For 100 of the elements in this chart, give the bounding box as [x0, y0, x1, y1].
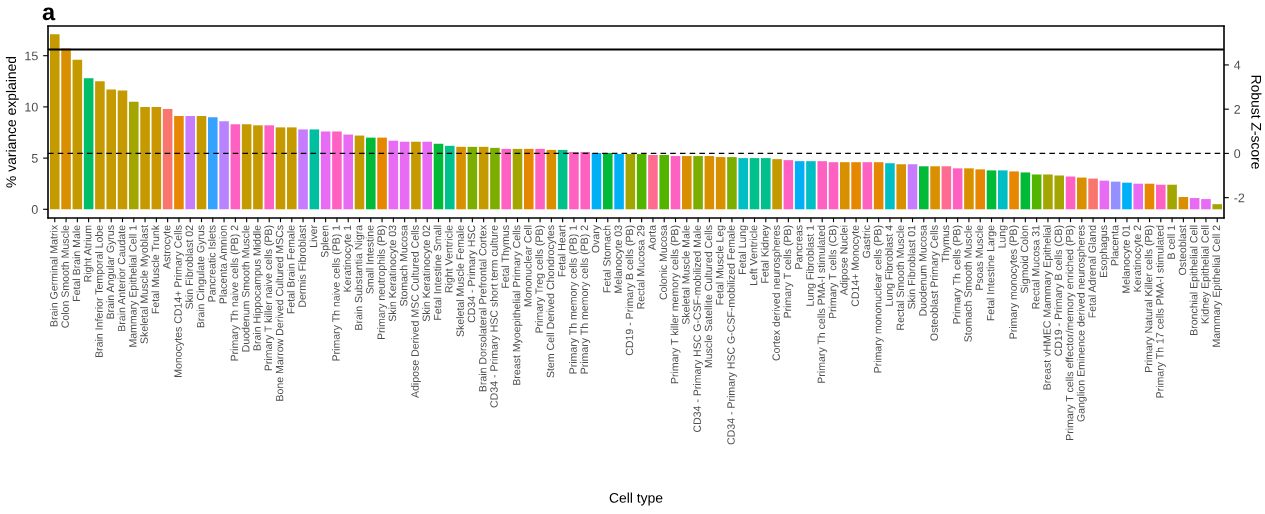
- bar: [332, 131, 342, 210]
- x-tick-label: CD34 - Primary HSC short term culture: [490, 225, 500, 408]
- x-tick-label: Gastric: [862, 225, 871, 258]
- bar: [117, 90, 128, 210]
- bar: [49, 34, 60, 210]
- x-tick-label: Placenta: [1110, 224, 1119, 266]
- bar: [727, 157, 737, 210]
- x-tick-label: Aorta: [648, 224, 656, 251]
- x-axis-title: Cell type: [609, 492, 663, 506]
- bar: [1031, 174, 1042, 210]
- bar: [964, 168, 974, 210]
- x-tick-label: Stomach Mucosa: [399, 224, 408, 307]
- x-tick-label: Adipose Nuclei: [839, 225, 850, 296]
- bar: [140, 106, 150, 210]
- bar: [433, 143, 444, 210]
- bar: [648, 155, 658, 210]
- bar: [986, 170, 997, 210]
- x-tick-label: Primary T cells effector/memory enriched (PB): [1065, 225, 1076, 440]
- bar: [388, 140, 399, 210]
- bar: [760, 158, 771, 210]
- x-tick-label: Small Intestine: [365, 225, 374, 294]
- bar: [174, 116, 184, 210]
- y2-tick-label: 4: [1234, 60, 1241, 70]
- bar: [1122, 182, 1132, 210]
- bar: [1110, 181, 1121, 210]
- x-tick-label: Osteoblast: [1178, 225, 1187, 275]
- bar: [919, 166, 929, 210]
- bar: [501, 148, 512, 210]
- bar: [715, 157, 726, 210]
- x-tick-label: CD34 - Primary HSC G-CSF-mobilized Female: [727, 225, 737, 445]
- bar: [83, 78, 94, 210]
- x-tick-label: Colon Smooth Muscle: [61, 225, 69, 328]
- x-tick-label: Colonic Mucosa: [659, 224, 668, 300]
- bar: [738, 158, 749, 210]
- bar: [399, 141, 410, 210]
- x-tick-label: Skeletal Muscle Male: [681, 225, 690, 325]
- bar: [162, 108, 173, 210]
- bar: [354, 135, 365, 210]
- y-tick-label: 5: [31, 154, 38, 163]
- bar: [851, 162, 861, 210]
- bar: [783, 160, 794, 210]
- x-tick-label: Astrocyte: [163, 225, 173, 269]
- bar: [636, 154, 647, 210]
- x-tick-label: Primary Th cells (PB): [952, 225, 963, 324]
- x-tick-label: Primary Treg cells (PB): [535, 225, 545, 333]
- x-tick-label: Brain Germinal Matrix: [49, 225, 58, 327]
- x-tick-label: Skin Keratinocyte 02: [422, 225, 433, 322]
- x-tick-label: Skin Fibroblast 01: [907, 225, 916, 309]
- x-tick-label: Primary Th 17 cells PMA-I stimulated: [1155, 225, 1166, 398]
- bar: [128, 101, 139, 210]
- x-tick-label: Ovary: [591, 224, 602, 253]
- bar: [1077, 177, 1087, 210]
- bar: [72, 59, 83, 210]
- x-tick-label: Fetal Brain Male: [72, 225, 81, 301]
- x-tick-label: Fetal Intestine Small: [433, 225, 442, 320]
- x-tick-label: Rectal Smooth Muscle: [896, 225, 905, 330]
- bar: [365, 137, 376, 210]
- x-tick-label: CD34 - Primary HSC G-CSF-mobilized Male: [693, 225, 703, 433]
- bar: [998, 170, 1008, 210]
- x-tick-label: CD19 - Primary B cells (CB): [1054, 225, 1065, 356]
- bar: [941, 166, 952, 210]
- bar: [806, 161, 816, 210]
- y2-tick-label: 0: [1234, 149, 1241, 159]
- bar: [1144, 183, 1155, 210]
- x-tick-label: Placenta Amnion: [219, 225, 227, 304]
- x-tick-label: Primary T cells (PB): [783, 225, 794, 318]
- x-tick-label: Breast Myoepithelial Primary Cells: [512, 225, 523, 385]
- bar: [614, 154, 624, 210]
- x-tick-label: CD14+ Monocyte: [851, 225, 861, 307]
- bar: [512, 148, 523, 210]
- bar: [670, 156, 681, 210]
- x-tick-label: Primary Natural Killer cells (PB): [1144, 225, 1155, 372]
- bar: [591, 152, 602, 210]
- x-tick-label: Brain Inferior Temporal Lobe: [95, 225, 105, 358]
- x-tick-label: Skin Fibroblast 02: [185, 225, 194, 309]
- x-tick-label: Dermis Fibroblast: [298, 225, 306, 307]
- x-tick-label: Fetal Muscle Leg: [715, 225, 726, 305]
- x-tick-label: Primary T killer naive cells (PB): [264, 225, 275, 371]
- bar: [659, 155, 670, 210]
- bar: [264, 125, 274, 210]
- bar: [794, 161, 805, 210]
- bar: [772, 159, 782, 210]
- x-tick-label: Fetal Intestine Large: [986, 225, 997, 321]
- x-tick-label: B cell 1: [1167, 225, 1175, 259]
- x-tick-label: Spleen: [320, 225, 331, 258]
- x-tick-label: Right Ventricle: [444, 225, 455, 293]
- bar: [952, 168, 963, 210]
- x-tick-label: Fetal Heart: [557, 225, 566, 277]
- x-tick-label: Psoas Muscle: [975, 225, 984, 290]
- bar: [309, 129, 320, 210]
- x-tick-label: Lung Fibroblast 1: [806, 225, 816, 306]
- x-tick-label: Keratinocyte 2: [1133, 225, 1144, 292]
- x-tick-label: Liver: [309, 225, 318, 247]
- x-tick-label: CD19 - Primary B cells (PB): [625, 225, 636, 356]
- x-tick-label: Stem Cell Derived Chondrocytes: [546, 225, 557, 378]
- y2-tick-label: 2: [1234, 104, 1241, 114]
- x-tick-label: Breast vHMEC Mammary Epithelial: [1043, 225, 1053, 390]
- x-tick-label: Rectal Mucosa 29: [636, 225, 645, 309]
- bar: [1178, 197, 1189, 210]
- bar: [467, 146, 478, 210]
